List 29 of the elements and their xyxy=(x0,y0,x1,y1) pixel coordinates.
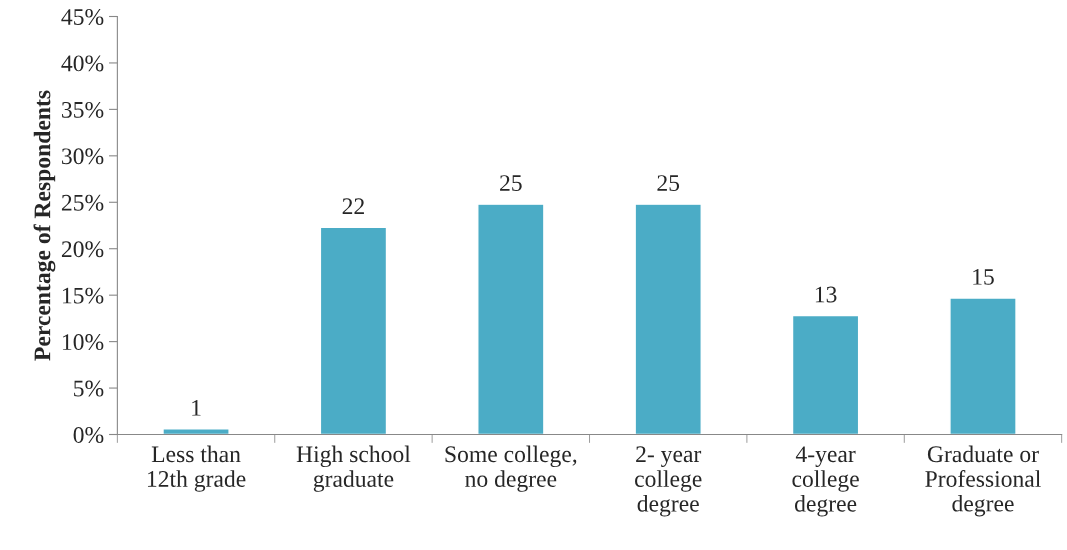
x-tick-label: 4-year college degree xyxy=(792,446,859,517)
x-tick-label: Some college, no degree xyxy=(445,445,577,492)
y-tick-label: 10% xyxy=(62,334,104,351)
data-label: 15 xyxy=(973,269,994,285)
bar xyxy=(162,428,230,435)
bar xyxy=(791,314,860,435)
y-tick-label: 25% xyxy=(61,194,104,211)
x-tick-label: Less than 12th grade xyxy=(147,445,246,492)
y-tick-label: 0% xyxy=(73,426,104,443)
data-label: 25 xyxy=(657,175,680,192)
x-tick-label: Graduate or Professional degree xyxy=(925,445,1041,517)
y-tick-label: 30% xyxy=(62,148,104,165)
x-tick-label: 2- year college degree xyxy=(635,446,702,517)
bar xyxy=(949,297,1017,435)
y-tick-label: 20% xyxy=(61,241,104,258)
y-tick-label: 5% xyxy=(74,380,104,397)
y-tick-label: 15% xyxy=(62,287,104,304)
data-label: 22 xyxy=(342,198,364,214)
y-axis-title: Percentage of Respondents xyxy=(33,90,56,361)
data-label: 13 xyxy=(815,286,837,303)
data-label: 25 xyxy=(500,175,522,192)
bar xyxy=(477,203,545,435)
data-label: 1 xyxy=(192,399,201,416)
x-tick-label: High school graduate xyxy=(296,445,411,492)
y-tick-label: 35% xyxy=(62,101,104,118)
y-tick-label: 40% xyxy=(61,55,104,72)
bar xyxy=(319,226,388,435)
bar xyxy=(634,203,702,435)
y-tick-label: 45% xyxy=(61,8,104,25)
